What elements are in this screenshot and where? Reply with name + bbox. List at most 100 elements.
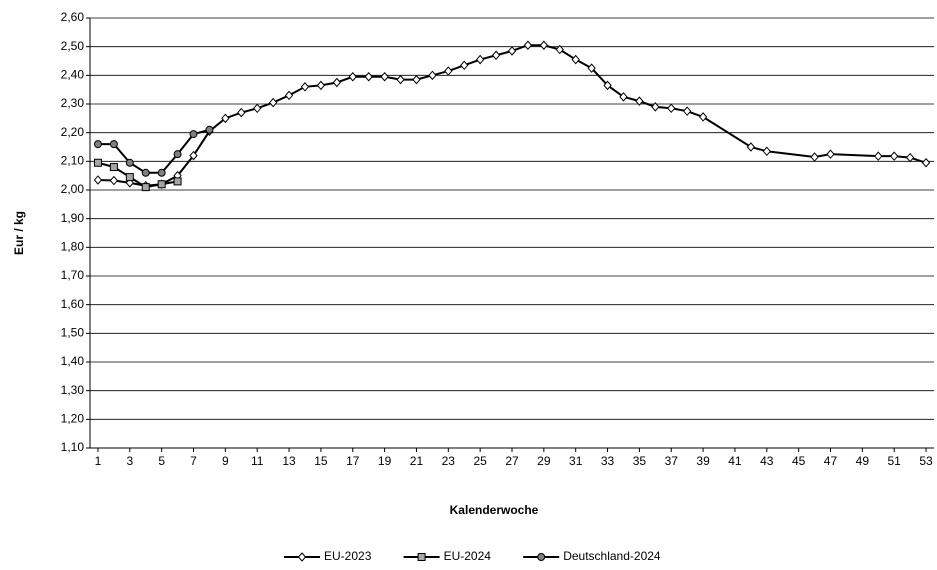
y-tick-label: 1,80 [61,240,85,254]
data-point [826,149,835,159]
data-point [412,74,421,85]
data-point [619,92,628,102]
x-axis-label: Kalenderwoche [450,503,539,517]
data-point [157,180,166,189]
y-tick-label: 1,50 [61,326,85,340]
series-line [97,128,210,174]
x-tick-label: 49 [856,454,870,468]
x-tick-label: 21 [410,454,424,468]
data-point [746,142,756,152]
data-point [428,70,437,81]
y-tick-label: 1,20 [61,412,85,426]
data-point [603,80,612,91]
data-point [173,177,182,186]
data-point [237,107,246,118]
x-tick-label: 3 [126,454,133,468]
x-tick-label: 37 [665,454,679,468]
y-tick-label: 1,90 [61,211,85,225]
x-tick-label: 45 [792,454,806,468]
x-tick-label: 41 [728,454,742,468]
x-tick-label: 19 [378,454,392,468]
data-point [698,112,708,122]
data-point [507,46,517,56]
data-point [300,82,310,92]
data-point [491,50,501,61]
data-point [141,168,150,177]
data-point [635,96,644,106]
data-point [221,113,230,124]
data-point [460,60,469,71]
data-point [905,152,915,163]
data-point [173,150,182,159]
data-point [205,125,214,134]
data-point [348,72,357,82]
data-point [587,63,596,73]
data-point [571,54,580,65]
data-point [157,168,166,177]
y-tick-label: 2,20 [61,125,85,139]
data-point [396,74,405,85]
data-point [284,90,294,101]
x-tick-label: 15 [314,454,328,468]
legend-marker [297,552,307,562]
y-tick-label: 2,50 [61,39,85,53]
x-tick-label: 31 [569,454,583,468]
data-point [93,158,102,167]
data-point [667,103,676,114]
legend-label: Deutschland-2024 [563,549,661,563]
data-point [810,152,819,162]
y-tick-label: 1,10 [61,440,85,454]
y-tick-label: 2,60 [61,10,85,24]
data-point [762,146,771,157]
x-tick-label: 29 [537,454,551,468]
data-point [316,80,326,91]
data-point [93,175,103,185]
x-tick-label: 33 [601,454,615,468]
data-point [921,158,931,168]
x-tick-label: 23 [442,454,456,468]
data-point [125,158,134,167]
legend-marker [417,553,426,561]
y-tick-label: 2,00 [61,182,85,196]
x-tick-label: 43 [760,454,774,468]
data-point [93,140,102,149]
y-tick-label: 1,70 [61,268,85,282]
data-point [109,175,119,186]
legend-marker [537,553,546,561]
x-tick-label: 27 [505,454,519,468]
data-point [125,173,134,182]
data-point [539,40,549,50]
x-tick-label: 39 [696,454,710,468]
data-point [364,72,373,82]
data-point [380,72,389,82]
y-tick-label: 2,10 [61,154,85,168]
data-point [109,163,118,172]
x-tick-label: 7 [190,454,197,468]
data-point [890,151,899,161]
data-point [683,106,692,116]
y-tick-label: 1,60 [61,297,85,311]
data-point [253,103,262,114]
data-point [555,44,564,55]
data-point [332,77,341,88]
data-point [109,140,118,149]
data-point [444,66,453,76]
y-tick-label: 1,30 [61,383,85,397]
x-tick-label: 25 [473,454,487,468]
y-tick-label: 2,40 [61,68,85,82]
legend-label: EU-2024 [444,549,492,563]
y-tick-label: 2,30 [61,96,85,110]
data-point [189,150,198,161]
x-tick-label: 5 [158,454,165,468]
data-point [268,97,278,108]
x-tick-label: 47 [824,454,838,468]
data-point [874,151,883,161]
series-line [97,44,927,187]
x-tick-label: 13 [282,454,296,468]
data-point [475,54,485,65]
x-tick-label: 53 [919,454,933,468]
y-axis-label: Eur / kg [12,211,26,255]
x-tick-label: 51 [888,454,902,468]
x-tick-label: 17 [346,454,360,468]
